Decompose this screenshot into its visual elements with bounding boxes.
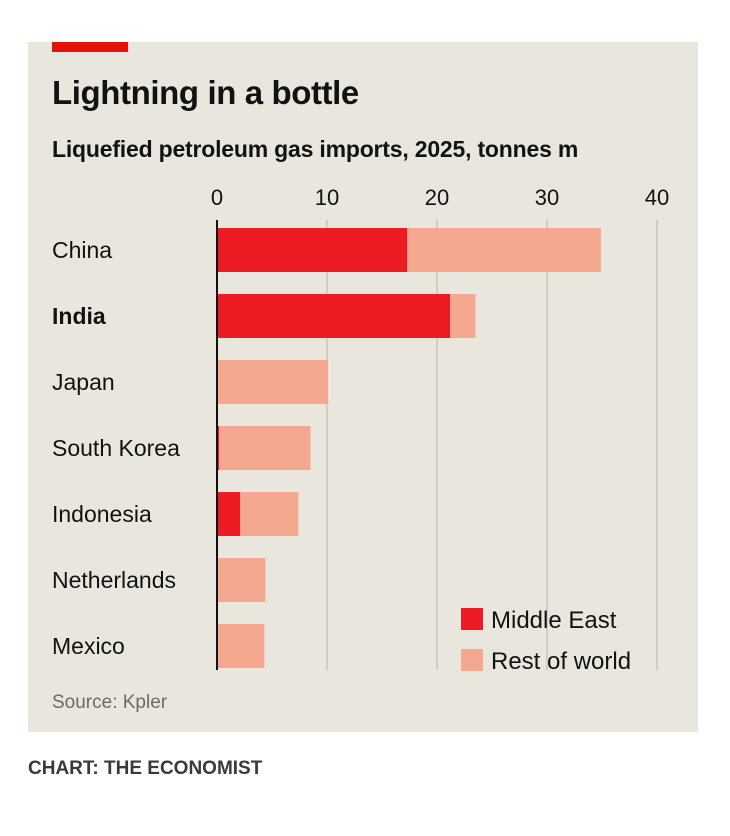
bar-middle-east — [217, 492, 241, 536]
bar-chart: 0 10 20 30 40 China India Japan South Korea Indon… — [52, 185, 669, 675]
bar-rest-of-world — [450, 294, 476, 338]
legend-swatch-rest-of-world — [461, 649, 483, 671]
category-label: Japan — [52, 369, 115, 395]
category-label: China — [52, 237, 112, 263]
chart-panel: Lightning in a bottle Liquefied petroleu… — [28, 42, 698, 732]
legend-label: Middle East — [491, 607, 617, 634]
category-label: Netherlands — [52, 567, 176, 593]
category-label: Mexico — [52, 633, 125, 659]
bar-middle-east — [217, 426, 220, 470]
legend-swatch-middle-east — [461, 608, 483, 630]
source-note: Source: Kpler — [52, 692, 168, 713]
legend-label: Rest of world — [491, 648, 631, 675]
x-tick-label: 30 — [535, 185, 559, 210]
bar-rest-of-world — [407, 228, 601, 272]
bar-rest-of-world — [217, 360, 329, 404]
accent-bar — [52, 42, 128, 52]
bar-rest-of-world — [240, 492, 299, 536]
x-tick-label: 10 — [315, 185, 339, 210]
category-label: India — [52, 303, 106, 329]
x-tick-label: 20 — [425, 185, 449, 210]
bar-middle-east — [217, 228, 408, 272]
category-label: South Korea — [52, 435, 180, 461]
x-tick-label: 40 — [645, 185, 669, 210]
category-label: Indonesia — [52, 501, 152, 527]
bar-middle-east — [217, 294, 451, 338]
x-tick-label: 0 — [211, 185, 223, 210]
chart-credit: CHART: THE ECONOMIST — [28, 758, 263, 779]
bar-rest-of-world — [217, 624, 265, 668]
chart-subtitle: Liquefied petroleum gas imports, 2025, t… — [52, 136, 579, 162]
bar-rest-of-world — [219, 426, 311, 470]
bar-rest-of-world — [217, 558, 266, 602]
chart-title: Lightning in a bottle — [52, 74, 359, 111]
